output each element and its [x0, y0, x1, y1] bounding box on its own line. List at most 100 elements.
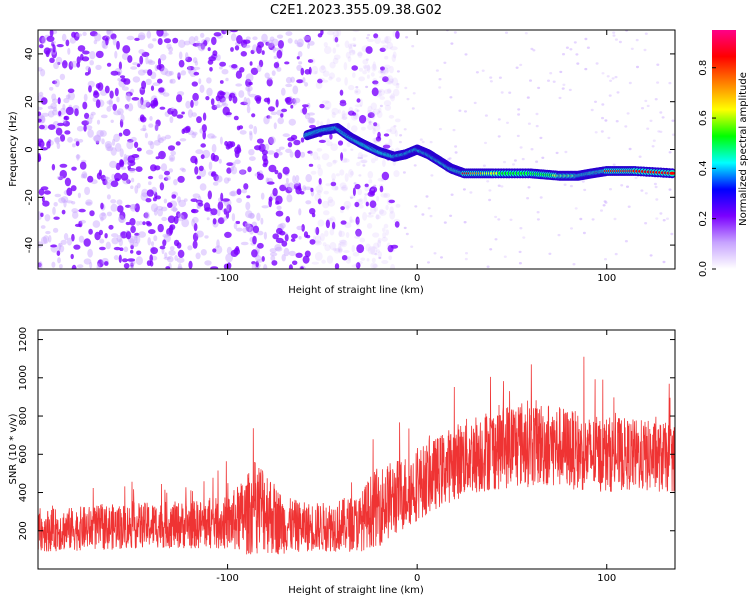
noise-spot — [311, 58, 316, 64]
noise-spot — [176, 72, 182, 77]
noise-spot — [357, 188, 363, 196]
noise-spot — [654, 185, 658, 189]
noise-spot — [129, 238, 135, 246]
noise-spot — [127, 55, 133, 63]
noise-spot — [601, 72, 605, 75]
noise-spot — [618, 40, 622, 44]
noise-spot — [486, 180, 490, 183]
noise-spot — [216, 208, 221, 217]
noise-spot — [668, 188, 672, 191]
noise-spot — [106, 146, 114, 152]
noise-spot — [104, 233, 108, 239]
noise-spot — [276, 34, 284, 39]
noise-spot — [358, 204, 364, 209]
noise-spot — [380, 66, 385, 71]
noise-spot — [190, 155, 198, 164]
noise-spot — [164, 170, 170, 176]
noise-spot — [53, 202, 58, 207]
noise-spot — [200, 249, 207, 256]
noise-spot — [266, 76, 273, 81]
noise-spot — [652, 139, 656, 142]
noise-spot — [387, 244, 394, 253]
noise-spot — [329, 61, 336, 69]
noise-spot — [607, 136, 611, 140]
noise-spot — [101, 138, 105, 145]
noise-spot — [324, 100, 332, 110]
noise-spot — [565, 46, 569, 49]
noise-spot — [336, 30, 342, 37]
noise-spot — [569, 184, 573, 188]
noise-spot — [62, 119, 67, 124]
noise-spot — [123, 246, 129, 253]
noise-spot — [158, 174, 164, 180]
noise-spot — [535, 160, 539, 163]
noise-spot — [227, 177, 231, 182]
noise-spot — [604, 119, 608, 122]
noise-spot — [266, 78, 273, 87]
noise-spot — [552, 80, 556, 83]
noise-spot — [365, 46, 373, 54]
noise-spot — [365, 85, 369, 89]
noise-spot — [656, 63, 660, 66]
noise-spot — [264, 143, 270, 151]
noise-spot — [267, 150, 275, 155]
noise-spot — [302, 185, 307, 192]
noise-spot — [57, 97, 61, 105]
noise-spot — [267, 39, 274, 48]
noise-spot — [339, 239, 347, 244]
noise-spot — [655, 198, 659, 201]
noise-spot — [106, 194, 111, 200]
noise-spot — [178, 59, 185, 68]
noise-spot — [38, 111, 42, 117]
noise-spot — [654, 98, 658, 101]
noise-spot — [356, 199, 363, 203]
noise-spot — [170, 107, 175, 112]
noise-spot — [195, 149, 204, 155]
noise-spot — [518, 262, 522, 265]
noise-spot — [145, 55, 149, 65]
noise-spot — [38, 91, 44, 97]
noise-spot — [373, 33, 379, 39]
noise-spot — [53, 62, 59, 70]
noise-spot — [287, 142, 293, 148]
noise-spot — [58, 110, 62, 117]
noise-spot — [111, 233, 119, 238]
noise-spot — [579, 217, 583, 221]
noise-spot — [349, 219, 355, 223]
noise-spot — [71, 233, 75, 242]
noise-spot — [125, 92, 131, 101]
noise-spot — [659, 130, 663, 133]
noise-spot — [348, 43, 353, 49]
noise-spot — [365, 36, 369, 40]
noise-spot — [275, 246, 283, 252]
noise-spot — [373, 122, 378, 127]
noise-spot — [104, 141, 113, 149]
noise-spot — [177, 175, 185, 183]
noise-spot — [341, 113, 348, 120]
noise-spot — [600, 130, 604, 133]
noise-spot — [190, 99, 194, 108]
noise-spot — [252, 235, 257, 245]
noise-spot — [168, 70, 174, 76]
noise-spot — [363, 195, 368, 204]
bottom-y-tick-label: 600 — [18, 445, 29, 464]
noise-spot — [356, 161, 361, 167]
noise-spot — [309, 239, 316, 245]
noise-spot — [309, 208, 316, 215]
noise-spot — [425, 195, 429, 198]
noise-spot — [370, 158, 376, 164]
noise-spot — [244, 222, 250, 228]
noise-spot — [79, 219, 87, 224]
noise-spot — [395, 203, 401, 208]
noise-spot — [123, 156, 128, 165]
noise-spot — [164, 252, 168, 259]
noise-spot — [299, 191, 305, 195]
noise-spot — [386, 76, 391, 82]
noise-spot — [324, 230, 329, 237]
noise-spot — [89, 60, 94, 66]
noise-spot — [95, 50, 104, 59]
noise-spot — [52, 44, 56, 53]
noise-spot — [322, 79, 329, 83]
noise-spot — [369, 200, 377, 208]
noise-spot — [398, 140, 402, 144]
